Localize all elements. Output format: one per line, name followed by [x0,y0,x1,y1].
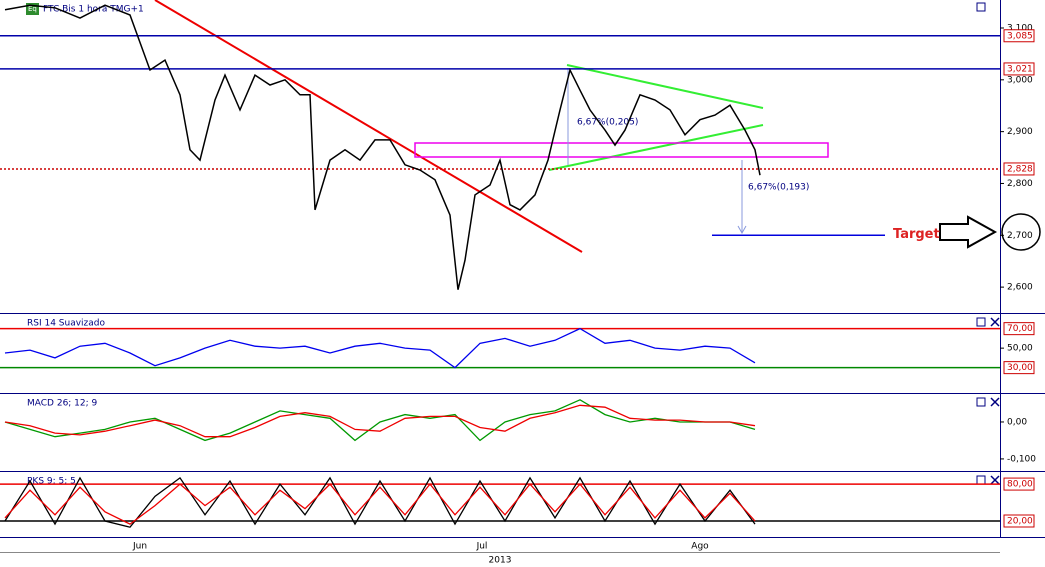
measure-arrow [737,225,747,235]
level-box [1003,322,1035,336]
y-tick-label: -0,100 [1007,454,1036,464]
panel-buttons[interactable] [976,2,1000,485]
annotation: 6,67%(0,193) [748,183,809,193]
zone-box [414,142,829,158]
series-line [4,399,756,442]
level-box [1003,62,1035,76]
level-box [1003,162,1035,176]
y-tick-label: 2,800 [1007,179,1033,189]
y-tick-label: 3,000 [1007,75,1033,85]
level-label: 2,828 [1007,164,1033,174]
annotation: 6,67%(0,205) [577,118,638,128]
level-label: 30,00 [1007,363,1033,373]
x-tick-label: Jun [132,542,147,552]
panel-title: RSI 14 Suavizado [27,319,106,329]
x-tick-label: Ago [691,542,709,552]
series-line [4,327,756,369]
level-box [1003,29,1035,43]
x-tick-label: Jul [476,542,488,552]
y-tick-label: 3,100 [1007,23,1033,33]
target-label: Target [893,227,940,242]
panel-frames [0,0,1045,553]
level-label: 3,021 [1007,64,1033,74]
y-tick-label: 0,00 [1007,417,1027,427]
trend-line [154,0,583,253]
panel-title: MACD 26; 12; 9 [27,399,98,409]
panel-title: PKS 9; 5; 5 [27,477,76,487]
x-axis-label: 2013 [489,556,512,566]
level-box [1003,361,1035,375]
series-line [4,4,761,290]
series-line [4,476,756,528]
level-label: 80,00 [1007,480,1033,490]
target-arrow [939,215,998,249]
maximize-button[interactable] [976,317,986,327]
eq-icon-text: Eq [28,5,37,13]
panel-title: FTC.Bis 1 hora TMG+1 [43,5,144,15]
y-tick-label: 2,900 [1007,127,1033,137]
level-box [1003,514,1035,528]
level-label: 20,00 [1007,517,1033,527]
series-line [4,483,756,525]
y-tick-label: 2,700 [1007,231,1033,241]
trend-line [548,124,764,171]
y-tick-label: 2,600 [1007,283,1033,293]
level-box [1003,477,1035,491]
level-label: 3,085 [1007,31,1033,41]
trend-line [566,64,764,109]
close-button[interactable] [990,317,1000,485]
level-label: 70,00 [1007,324,1033,334]
target-circle [1001,213,1041,251]
maximize-button[interactable] [976,2,986,12]
series-line [4,404,756,438]
maximize-button[interactable] [976,397,986,407]
y-tick-label: 50,00 [1007,344,1033,354]
